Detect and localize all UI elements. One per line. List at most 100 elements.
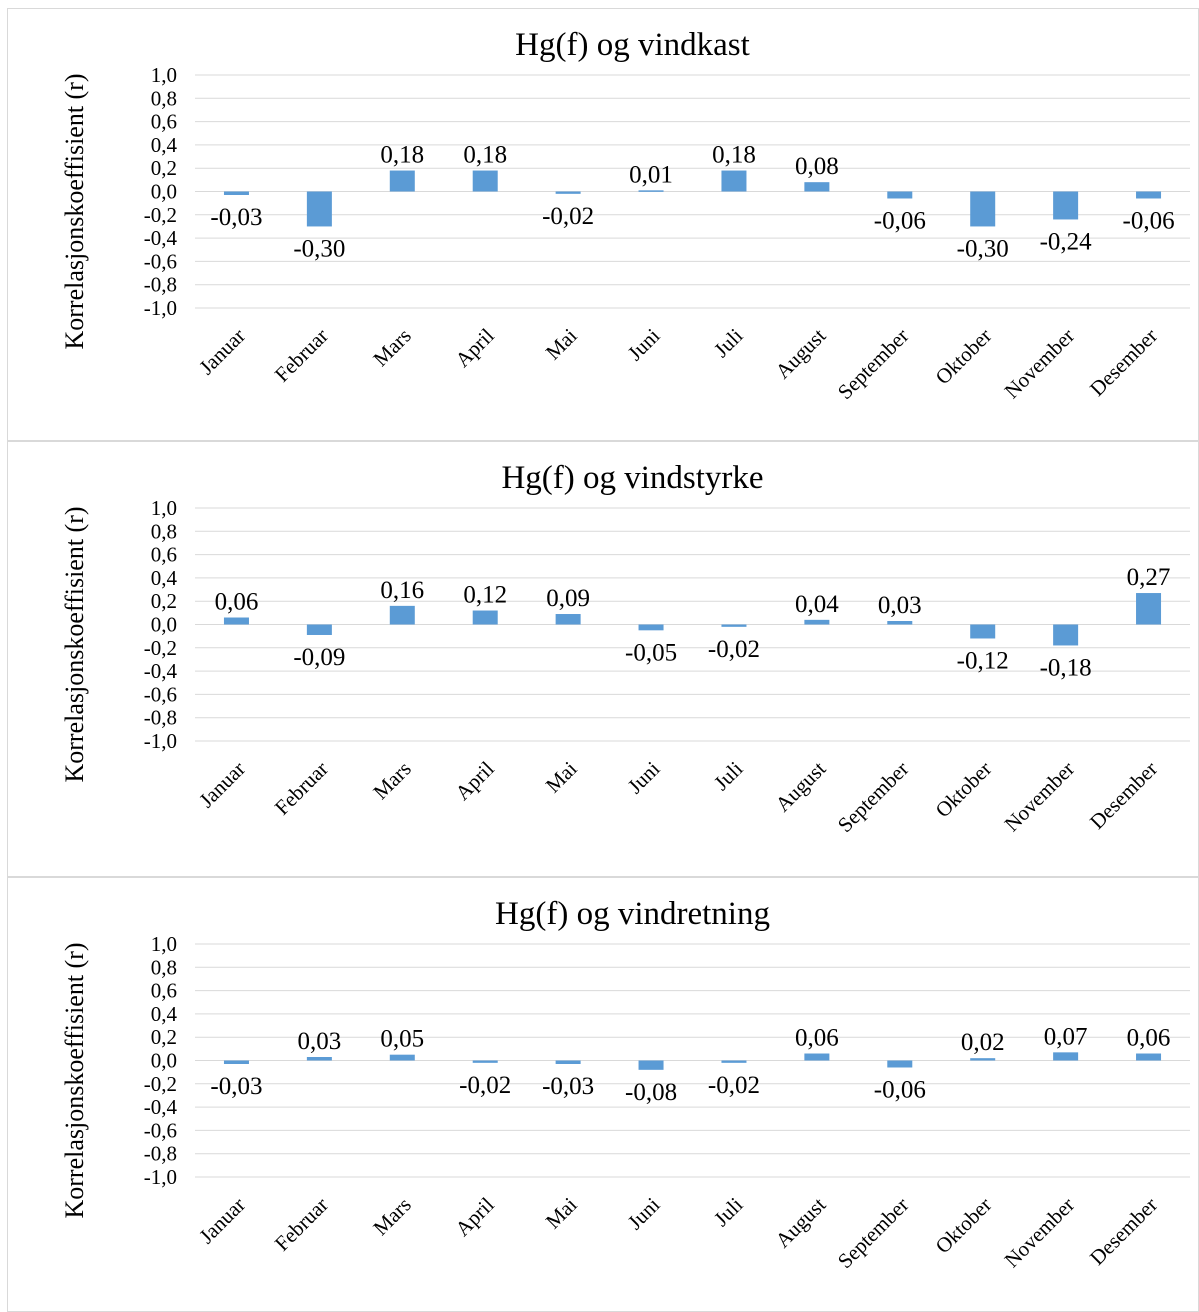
y-axis-label: Korrelasjonskoeffisient (r) (60, 942, 89, 1218)
x-tick-label: April (450, 323, 498, 371)
y-tick-label: -1,0 (144, 729, 177, 753)
chart-title: Hg(f) og vindstyrke (501, 460, 763, 496)
bar (306, 191, 332, 227)
y-tick-label: 1,0 (151, 63, 177, 87)
x-tick-label: August (771, 756, 831, 816)
y-tick-label: 0,2 (151, 156, 177, 180)
x-tick-label: Januar (194, 757, 250, 813)
bar (1136, 191, 1162, 199)
chart-vindstyrke: Hg(f) og vindstyrke Korrelasjonskoeffisie… (60, 460, 1190, 837)
chart-title: Hg(f) og vindretning (495, 896, 770, 932)
y-tick-label: -0,2 (144, 636, 177, 660)
bar (721, 1060, 747, 1063)
bar (887, 621, 913, 625)
data-label: -0,02 (542, 203, 594, 230)
y-tick-label: 0,2 (151, 589, 177, 613)
data-label: -0,08 (625, 1079, 677, 1106)
data-label: 0,04 (795, 591, 839, 618)
data-label: -0,03 (210, 204, 262, 231)
x-tick-label: Februar (270, 324, 333, 387)
y-tick-label: -0,6 (144, 249, 177, 273)
x-tick-label: Oktober (931, 1193, 997, 1259)
data-label: -0,02 (459, 1072, 511, 1099)
data-label: -0,18 (1040, 654, 1092, 681)
bar (306, 624, 332, 635)
y-tick-label: 0,0 (151, 180, 177, 204)
y-tick-label: -0,4 (144, 659, 178, 683)
x-tick-label: Juli (709, 756, 748, 795)
data-label: -0,06 (874, 1076, 926, 1103)
x-tick-label: November (1000, 324, 1080, 404)
x-tick-label: Mai (541, 756, 582, 797)
bar (887, 191, 913, 199)
bar (721, 624, 747, 627)
data-label: 0,12 (463, 582, 507, 609)
x-tick-label: Februar (270, 757, 333, 820)
data-label: -0,24 (1040, 228, 1093, 255)
y-tick-label: 0,0 (151, 1049, 177, 1073)
bar (804, 182, 830, 192)
x-tick-label: August (771, 323, 831, 383)
x-tick-label: Mai (541, 323, 582, 364)
chart-vindkast: Hg(f) og vindkast Korrelasjonskoeffisient… (60, 27, 1190, 404)
chart-panel-vindretning: Hg(f) og vindretning Korrelasjonskoeffisi… (7, 877, 1199, 1312)
data-label: 0,16 (380, 577, 424, 604)
y-tick-label: -1,0 (144, 296, 177, 320)
bar (472, 170, 498, 192)
bar (389, 605, 415, 625)
bar (1053, 624, 1079, 646)
chart-title: Hg(f) og vindkast (515, 27, 750, 63)
x-tick-label: April (450, 1192, 498, 1240)
x-tick-label: Juni (623, 323, 665, 365)
y-tick-label: 0,6 (151, 110, 177, 134)
x-tick-label: Desember (1085, 324, 1162, 401)
y-tick-label: -0,2 (144, 1072, 177, 1096)
data-label: 0,06 (215, 589, 259, 616)
y-tick-label: 0,6 (151, 543, 177, 567)
y-tick-label: -0,8 (144, 1142, 177, 1166)
y-tick-label: 0,4 (151, 1002, 178, 1026)
bar (1053, 1052, 1079, 1061)
y-tick-label: -0,6 (144, 682, 177, 706)
data-label: 0,27 (1127, 564, 1171, 591)
bar (389, 1054, 415, 1061)
data-label: -0,02 (708, 1072, 760, 1099)
data-label: -0,05 (625, 639, 677, 666)
x-tick-label: September (833, 324, 913, 404)
data-label: 0,03 (878, 592, 922, 619)
y-tick-label: 0,6 (151, 979, 177, 1003)
y-tick-label: -1,0 (144, 1165, 177, 1189)
y-tick-label: 0,8 (151, 955, 177, 979)
x-tick-label: Mars (368, 324, 415, 371)
chart-vindretning: Hg(f) og vindretning Korrelasjonskoeffisi… (60, 896, 1190, 1273)
y-tick-label: -0,2 (144, 203, 177, 227)
data-label: 0,05 (380, 1026, 424, 1053)
bar (472, 610, 498, 625)
bar (389, 170, 415, 192)
y-tick-label: 1,0 (151, 932, 177, 956)
y-axis-label: Korrelasjonskoeffisient (r) (60, 506, 89, 782)
data-label: 0,18 (380, 142, 424, 169)
x-tick-label: November (1000, 1193, 1080, 1273)
y-tick-label: -0,4 (144, 1095, 178, 1119)
y-tick-label: 0,0 (151, 613, 177, 637)
data-label: 0,01 (629, 161, 673, 188)
data-label: 0,07 (1044, 1023, 1088, 1050)
bar (970, 1058, 996, 1061)
bar (555, 191, 581, 194)
data-label: -0,03 (210, 1073, 262, 1100)
y-tick-label: 0,8 (151, 519, 177, 543)
x-tick-label: Januar (194, 1193, 250, 1249)
bar (638, 1060, 664, 1070)
data-label: -0,09 (293, 644, 345, 671)
bar (970, 624, 996, 639)
data-label: 0,08 (795, 153, 839, 180)
data-label: 0,02 (961, 1029, 1005, 1056)
x-tick-label: Januar (194, 324, 250, 380)
x-tick-label: Mars (368, 757, 415, 804)
y-tick-label: 0,8 (151, 86, 177, 110)
x-tick-label: Juli (709, 1192, 748, 1231)
data-label: -0,12 (957, 647, 1009, 674)
data-label: -0,06 (874, 207, 926, 234)
bar (223, 617, 249, 625)
